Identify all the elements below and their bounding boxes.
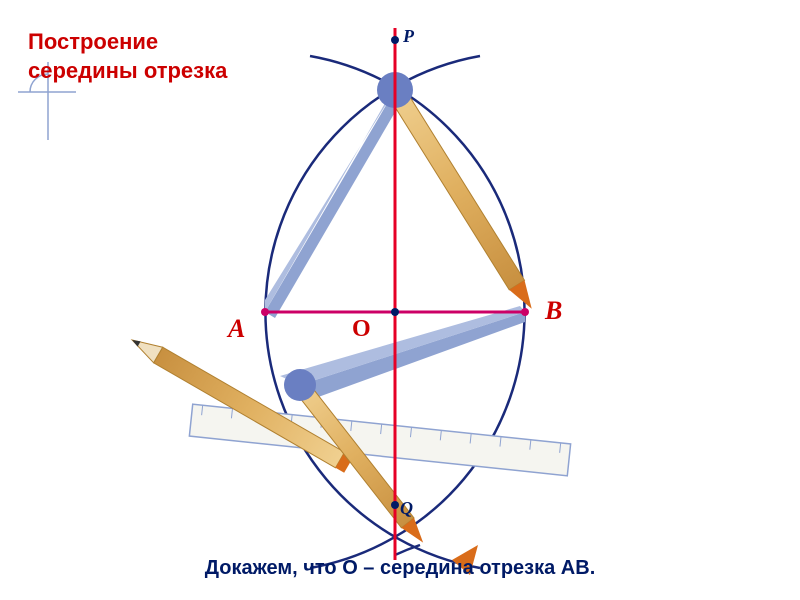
point-Q: [391, 501, 399, 509]
title-line1: Построение: [28, 29, 158, 54]
proof-statement: Докажем, что О – середина отрезка АВ.: [0, 557, 800, 580]
arc-fragment: [395, 545, 420, 555]
label-Q: Q: [400, 498, 413, 519]
page-title: Построение середины отрезка: [28, 28, 227, 85]
point-B: [521, 308, 529, 316]
title-line2: середины отрезка: [28, 58, 227, 83]
label-O: О: [352, 316, 371, 343]
label-A: А: [228, 314, 245, 344]
point-P: [391, 36, 399, 44]
label-P: P: [403, 26, 414, 47]
point-O: [391, 308, 399, 316]
point-A: [261, 308, 269, 316]
label-B: В: [545, 296, 562, 326]
compass-from-A-icon: [265, 72, 539, 318]
